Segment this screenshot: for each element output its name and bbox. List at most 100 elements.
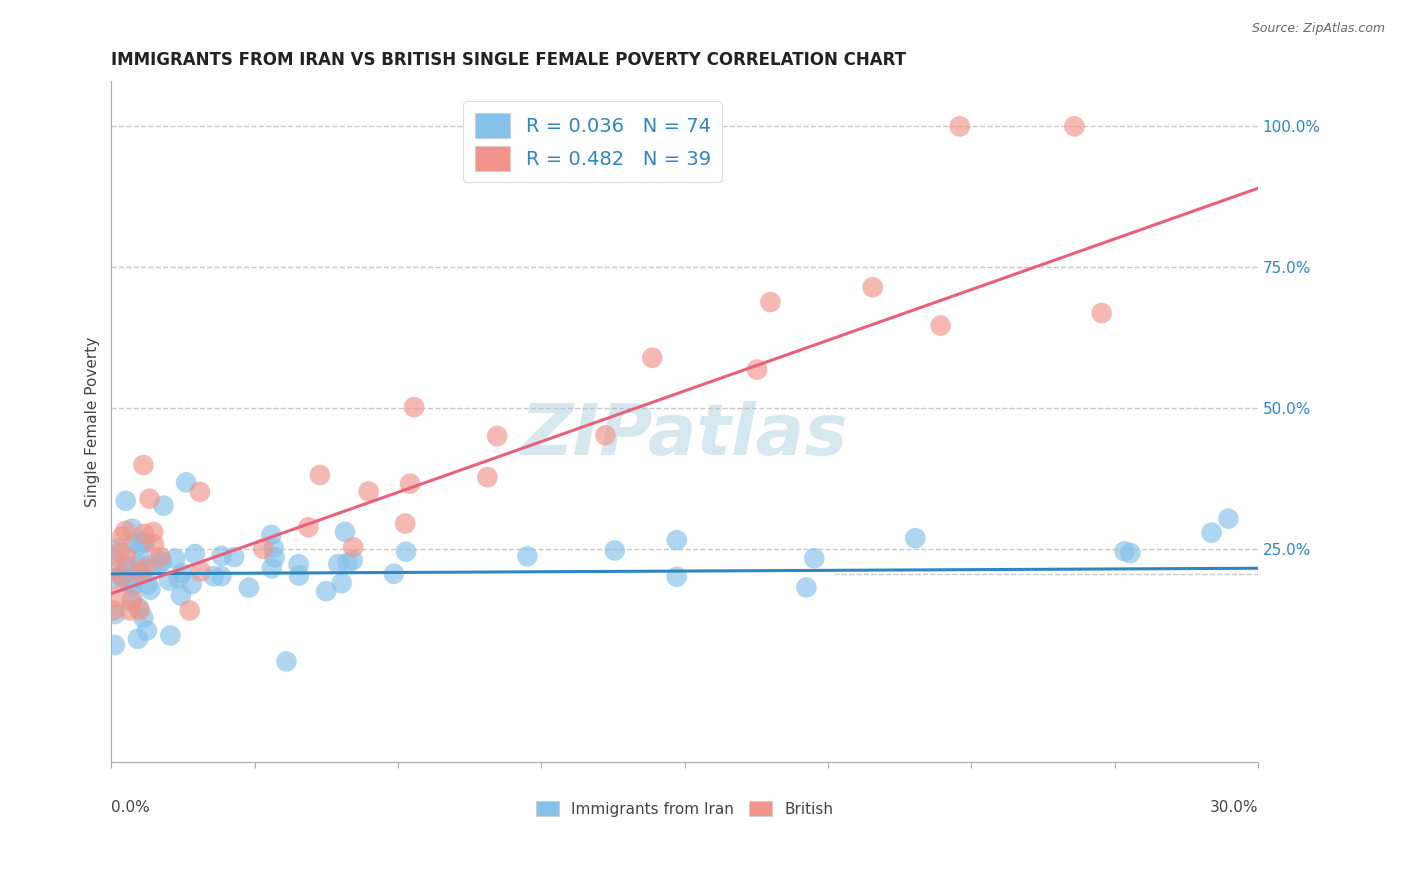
- Point: [136, 577, 159, 591]
- Point: [342, 553, 364, 567]
- Point: [120, 594, 142, 608]
- Point: [477, 470, 499, 484]
- Point: [395, 545, 418, 559]
- Point: [149, 549, 172, 564]
- Point: [399, 476, 422, 491]
- Point: [157, 574, 180, 588]
- Point: [132, 535, 155, 549]
- Point: [665, 570, 688, 584]
- Point: [603, 543, 626, 558]
- Point: [745, 362, 768, 376]
- Point: [263, 550, 285, 565]
- Point: [132, 458, 155, 472]
- Point: [142, 558, 165, 572]
- Point: [665, 533, 688, 548]
- Point: [180, 577, 202, 591]
- Point: [111, 570, 134, 584]
- Point: [179, 603, 201, 617]
- Point: [209, 569, 232, 583]
- Y-axis label: Single Female Poverty: Single Female Poverty: [86, 337, 100, 507]
- Point: [135, 561, 157, 575]
- Point: [103, 571, 125, 585]
- Point: [330, 576, 353, 591]
- Point: [127, 632, 149, 646]
- Point: [862, 280, 884, 294]
- Point: [121, 577, 143, 591]
- Point: [315, 584, 337, 599]
- Point: [103, 549, 125, 564]
- Point: [188, 484, 211, 499]
- Point: [104, 638, 127, 652]
- Point: [132, 611, 155, 625]
- Point: [128, 603, 150, 617]
- Point: [190, 565, 212, 579]
- Point: [1201, 525, 1223, 540]
- Point: [115, 559, 138, 574]
- Point: [759, 295, 782, 310]
- Point: [104, 562, 127, 576]
- Point: [328, 557, 350, 571]
- Text: ZIPatlas: ZIPatlas: [522, 401, 848, 470]
- Point: [114, 524, 136, 538]
- Text: Source: ZipAtlas.com: Source: ZipAtlas.com: [1251, 22, 1385, 36]
- Point: [112, 570, 135, 584]
- Text: IMMIGRANTS FROM IRAN VS BRITISH SINGLE FEMALE POVERTY CORRELATION CHART: IMMIGRANTS FROM IRAN VS BRITISH SINGLE F…: [111, 51, 907, 69]
- Point: [121, 522, 143, 536]
- Point: [904, 531, 927, 545]
- Point: [110, 570, 132, 584]
- Point: [108, 545, 131, 559]
- Point: [131, 567, 153, 582]
- Point: [336, 556, 359, 570]
- Point: [382, 566, 405, 581]
- Point: [342, 540, 364, 554]
- Point: [111, 530, 134, 544]
- Point: [276, 654, 298, 668]
- Point: [516, 549, 538, 564]
- Point: [1091, 306, 1114, 320]
- Point: [121, 593, 143, 607]
- Point: [224, 549, 246, 564]
- Point: [128, 601, 150, 615]
- Point: [149, 556, 172, 570]
- Point: [238, 581, 260, 595]
- Point: [260, 528, 283, 542]
- Point: [143, 537, 166, 551]
- Point: [796, 581, 818, 595]
- Point: [1218, 511, 1240, 525]
- Point: [287, 558, 309, 572]
- Point: [309, 468, 332, 483]
- Point: [135, 624, 157, 638]
- Point: [404, 400, 426, 414]
- Point: [139, 582, 162, 597]
- Point: [202, 569, 225, 583]
- Point: [641, 351, 664, 365]
- Point: [118, 603, 141, 617]
- Point: [129, 567, 152, 582]
- Point: [949, 120, 972, 134]
- Point: [115, 549, 138, 563]
- Point: [121, 579, 143, 593]
- Point: [297, 520, 319, 534]
- Point: [122, 536, 145, 550]
- Point: [152, 499, 174, 513]
- Point: [174, 475, 197, 490]
- Point: [132, 526, 155, 541]
- Point: [165, 551, 187, 566]
- Point: [111, 566, 134, 581]
- Point: [159, 628, 181, 642]
- Point: [333, 524, 356, 539]
- Point: [105, 590, 128, 604]
- Point: [288, 568, 311, 582]
- Point: [1114, 544, 1136, 558]
- Point: [170, 566, 193, 580]
- Point: [134, 535, 156, 549]
- Point: [803, 551, 825, 566]
- Point: [260, 561, 283, 575]
- Legend: Immigrants from Iran, British: Immigrants from Iran, British: [530, 795, 839, 823]
- Text: 30.0%: 30.0%: [1209, 800, 1258, 815]
- Point: [118, 575, 141, 590]
- Point: [211, 549, 233, 563]
- Point: [1063, 120, 1085, 134]
- Point: [263, 541, 285, 555]
- Point: [929, 318, 952, 333]
